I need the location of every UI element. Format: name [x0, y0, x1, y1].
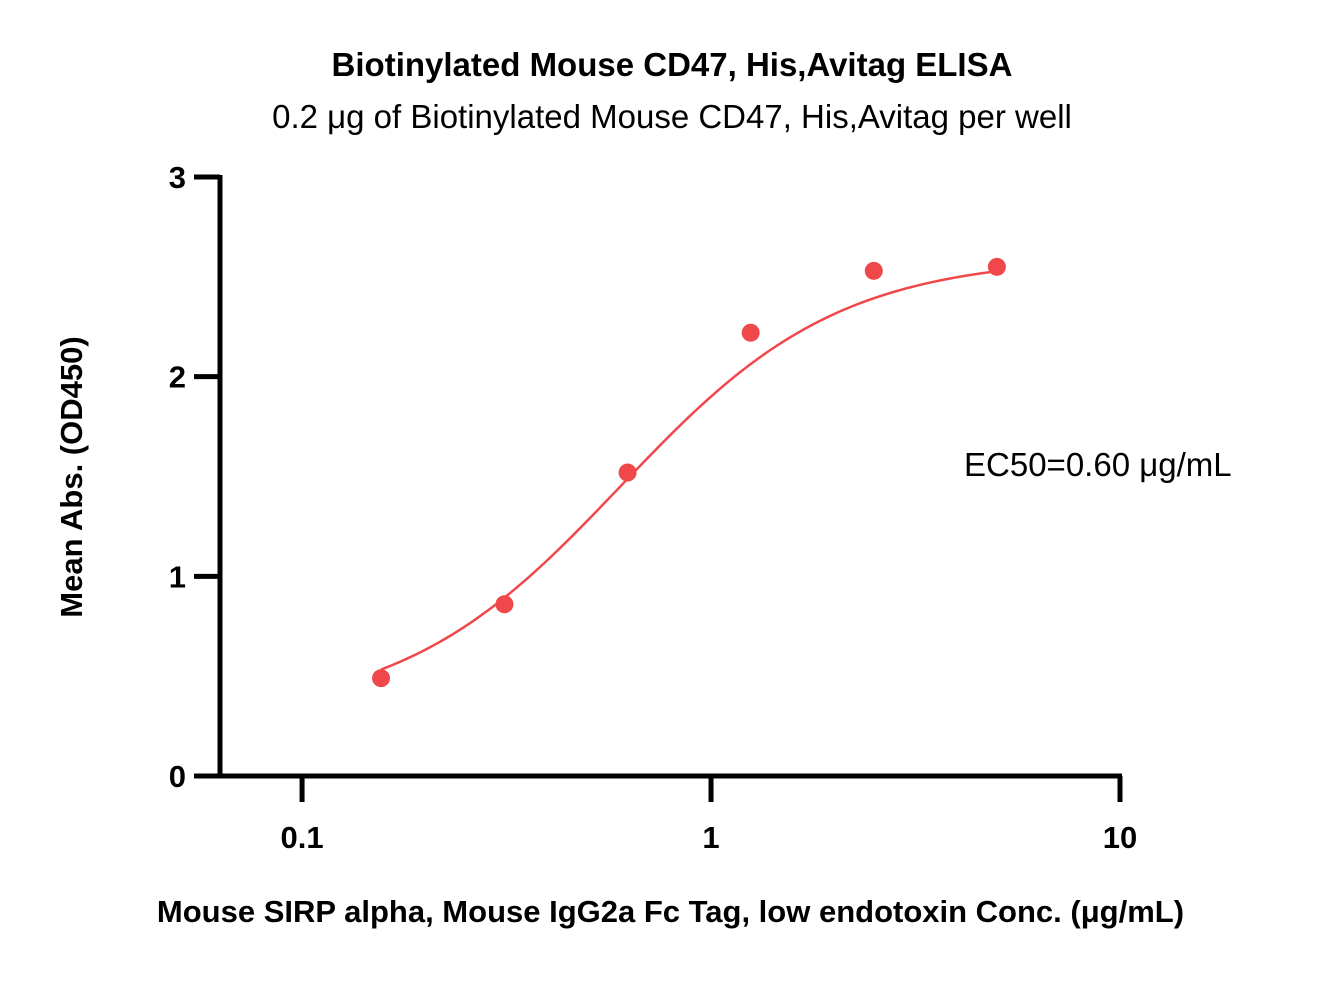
y-tick-label: 1	[169, 559, 186, 594]
data-point	[618, 463, 637, 482]
y-tick-label: 0	[169, 759, 186, 794]
x-axis-label: Mouse SIRP alpha, Mouse IgG2a Fc Tag, lo…	[156, 894, 1185, 929]
y-tick-label: 2	[169, 360, 186, 395]
axes: 0 1 2 3 0.1 1 10	[169, 160, 1137, 855]
ec50-annotation: EC50=0.60 μg/mL	[964, 446, 1232, 483]
x-tick-label: 1	[702, 820, 719, 855]
fit-curve	[380, 269, 998, 671]
data-point	[741, 323, 760, 342]
x-tick-label: 0.1	[281, 820, 324, 855]
fit-layer	[380, 269, 998, 671]
y-tick-label: 3	[169, 160, 186, 195]
chart-subtitle: 0.2 μg of Biotinylated Mouse CD47, His,A…	[272, 98, 1072, 135]
data-point	[987, 257, 1006, 276]
data-point	[372, 669, 391, 688]
data-point	[495, 595, 514, 614]
points-layer	[372, 257, 1006, 688]
chart-title: Biotinylated Mouse CD47, His,Avitag ELIS…	[331, 46, 1013, 83]
data-point	[864, 261, 883, 280]
x-tick-label: 10	[1103, 820, 1137, 855]
